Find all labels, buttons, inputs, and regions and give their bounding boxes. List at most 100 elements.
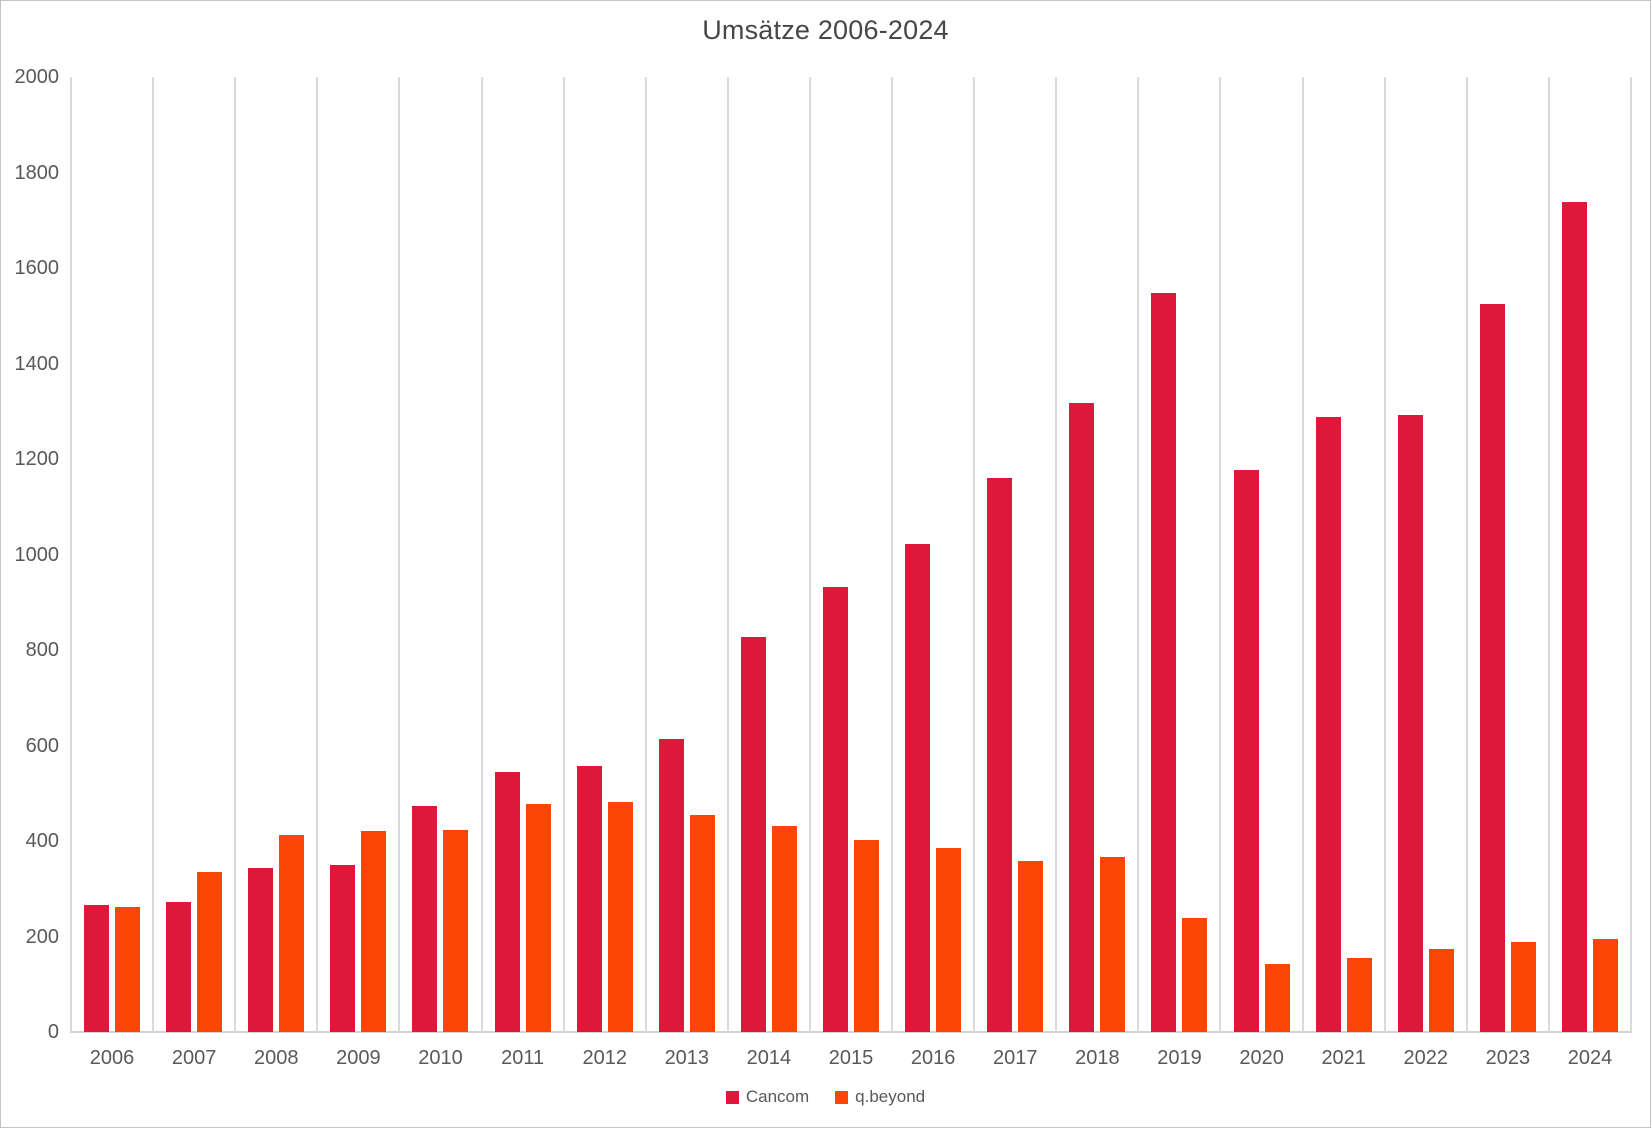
x-tick-label: 2006 [89,1047,135,1069]
gridline [644,77,647,1032]
bar-group-2011 [482,77,564,1032]
bar-qbeyond-2006 [115,907,141,1032]
x-tick-label: 2021 [1321,1047,1366,1069]
x-tick-label: 2014 [746,1047,792,1069]
bar-qbeyond-2008 [279,835,305,1032]
bar-group-2021 [1303,77,1385,1032]
plot-area [70,77,1632,1033]
x-tick-label: 2024 [1567,1047,1613,1069]
bar-group-2009 [317,77,399,1032]
bar-group-2012 [564,77,646,1032]
bar-qbeyond-2016 [936,848,962,1032]
gridline [1137,77,1140,1032]
y-tick-label: 1400 [14,352,60,375]
bar-cancom-2012 [576,766,602,1032]
bar-cancom-2007 [166,902,192,1032]
bar-cancom-2015 [822,587,848,1032]
bar-cancom-2022 [1397,415,1423,1032]
bar-cancom-2016 [905,544,931,1032]
bar-qbeyond-2013 [689,815,715,1032]
bar-cancom-2021 [1315,417,1341,1032]
bar-qbeyond-2014 [771,826,797,1032]
bar-cancom-2010 [412,806,438,1032]
bar-group-2015 [810,77,892,1032]
x-tick-label: 2022 [1403,1047,1449,1069]
bar-qbeyond-2022 [1428,949,1454,1032]
y-axis: 0 200 400 600 800 1000 1200 1400 1600 1800 2000 [1,1,60,1127]
y-tick-label: 600 [25,734,59,757]
gridline [1383,77,1386,1032]
bar-cancom-2024 [1561,202,1587,1032]
gridline [398,77,401,1032]
x-tick-label: 2009 [336,1047,381,1069]
bar-cancom-2009 [330,865,356,1032]
bar-group-2017 [974,77,1056,1032]
gridline [1219,77,1222,1032]
bar-qbeyond-2012 [607,802,633,1032]
x-tick-label: 2007 [171,1047,217,1069]
gridline [316,77,319,1032]
bar-cancom-2020 [1233,470,1259,1032]
bar-cancom-2013 [658,739,684,1032]
bar-cancom-2019 [1151,293,1177,1032]
bar-qbeyond-2010 [443,830,469,1032]
legend-label-cancom: Cancom [745,1087,810,1106]
bar-group-2006 [71,77,153,1032]
x-tick-label: 2015 [828,1047,874,1069]
x-tick-label: 2017 [993,1047,1038,1069]
gridline [1465,77,1468,1032]
gridline [973,77,976,1032]
bar-group-2007 [153,77,235,1032]
y-tick-label: 0 [47,1021,59,1043]
x-axis-labels: 2006 2007 2008 2009 2010 2011 2012 2013 2014 2015… [71,1045,1631,1071]
gridline [70,77,72,1032]
bar-qbeyond-2017 [1018,861,1044,1032]
gridline [1055,77,1058,1032]
bar-group-2023 [1467,77,1549,1032]
y-tick-label: 1200 [14,448,60,470]
bar-qbeyond-2023 [1510,942,1536,1032]
legend: Cancom q.beyond [1,1087,1650,1107]
y-tick-label: 200 [25,925,59,948]
bar-qbeyond-2007 [197,872,223,1032]
x-tick-label: 2019 [1157,1047,1202,1069]
legend-swatch-qbeyond [835,1090,849,1104]
x-tick-label: 2023 [1485,1047,1531,1069]
x-tick-label: 2010 [418,1047,463,1069]
gridline [562,77,565,1032]
y-tick-label: 400 [25,830,59,852]
x-tick-label: 2013 [664,1047,710,1069]
bar-group-2018 [1056,77,1138,1032]
bar-group-2024 [1549,77,1631,1032]
bar-cancom-2017 [987,478,1013,1032]
bar-group-2013 [646,77,728,1032]
bar-group-2014 [728,77,810,1032]
bar-group-2010 [399,77,481,1032]
gridline [891,77,894,1032]
legend-swatch-cancom [725,1090,739,1104]
gridline [808,77,811,1032]
x-tick-label: 2020 [1239,1047,1284,1069]
bar-cancom-2018 [1069,403,1095,1032]
bar-group-2022 [1385,77,1467,1032]
gridline [1630,77,1632,1032]
x-tick-label: 2016 [910,1047,956,1069]
bar-cancom-2011 [494,772,520,1032]
bar-qbeyond-2020 [1264,964,1290,1032]
y-tick-label: 1600 [14,257,60,279]
bar-qbeyond-2021 [1346,958,1372,1032]
bar-qbeyond-2015 [853,840,879,1032]
chart-title: Umsätze 2006-2024 [702,15,949,45]
gridline [234,77,237,1032]
x-axis-line [70,1031,1632,1033]
y-tick-label: 1800 [14,161,60,184]
bar-group-2008 [235,77,317,1032]
bar-group-2019 [1138,77,1220,1032]
y-tick-label: 1000 [14,543,60,566]
bar-qbeyond-2011 [525,804,551,1032]
x-tick-label: 2018 [1075,1047,1120,1069]
gridline [1547,77,1550,1032]
bar-cancom-2006 [84,905,110,1032]
y-tick-label: 2000 [14,66,60,88]
